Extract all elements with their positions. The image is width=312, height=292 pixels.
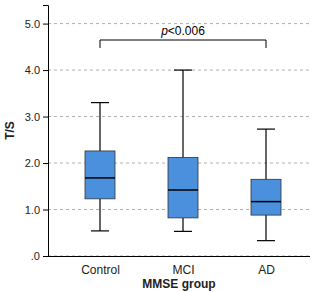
- y-tick-mark: [43, 210, 48, 211]
- y-tick: .0: [31, 250, 48, 262]
- y-tick-mark: [43, 163, 48, 164]
- upper-cap: [91, 102, 109, 103]
- y-tick-label: .0: [31, 250, 40, 262]
- grid-line: [48, 70, 310, 71]
- y-tick-mark: [43, 256, 48, 257]
- chart: .0 1.0 2.0 3.0 4.0 5.0 Control MCI AD p<0.006 MMSE…: [0, 0, 312, 292]
- x-axis: Control MCI AD: [48, 257, 310, 278]
- y-tick-mark: [43, 70, 48, 71]
- median-line: [168, 189, 198, 191]
- x-axis-title: MMSE group: [142, 277, 215, 291]
- y-tick-label: 3.0: [25, 111, 40, 123]
- lower-cap: [91, 230, 109, 231]
- median-line: [251, 201, 281, 203]
- upper-cap: [174, 69, 192, 70]
- grid: [48, 24, 310, 256]
- y-tick: 1.0: [25, 204, 48, 216]
- lower-cap: [174, 231, 192, 232]
- y-tick-label: 2.0: [25, 157, 40, 169]
- grid-line: [48, 116, 310, 117]
- x-tick: AD: [258, 263, 275, 277]
- y-axis: .0 1.0 2.0 3.0 4.0 5.0: [25, 6, 49, 263]
- x-axis-line: [48, 256, 310, 257]
- y-tick-label: 5.0: [25, 18, 40, 30]
- upper-cap: [257, 129, 275, 130]
- box-body: [85, 151, 115, 199]
- lower-whisker: [265, 215, 266, 241]
- annotation: p<0.006: [160, 24, 205, 38]
- y-tick: 5.0: [25, 18, 48, 30]
- grid-line: [48, 256, 310, 257]
- x-tick-label: AD: [258, 263, 275, 277]
- upper-whisker: [99, 103, 100, 151]
- y-tick-label: 4.0: [25, 64, 40, 76]
- x-tick-label: MCI: [173, 263, 195, 277]
- box: [251, 129, 281, 241]
- y-axis-title: T/S: [3, 121, 17, 140]
- median-line: [85, 177, 115, 179]
- significance-bracket: [100, 40, 266, 48]
- box: [85, 103, 115, 231]
- x-tick: MCI: [173, 263, 195, 277]
- boxes: [85, 70, 281, 241]
- y-tick-mark: [43, 24, 48, 25]
- upper-whisker: [182, 70, 183, 157]
- y-tick-label: 1.0: [25, 204, 40, 216]
- lower-whisker: [99, 199, 100, 231]
- x-tick: Control: [81, 263, 120, 277]
- y-tick-mark: [43, 117, 48, 118]
- lower-cap: [257, 240, 275, 241]
- upper-whisker: [265, 129, 266, 179]
- y-tick: 3.0: [25, 111, 48, 123]
- box-body: [251, 179, 281, 215]
- y-tick: 2.0: [25, 157, 48, 169]
- x-tick-label: Control: [81, 263, 120, 277]
- y-tick: 4.0: [25, 64, 48, 76]
- box: [168, 70, 198, 231]
- box-body: [168, 157, 198, 217]
- y-axis-line: [43, 6, 49, 257]
- lower-whisker: [182, 218, 183, 231]
